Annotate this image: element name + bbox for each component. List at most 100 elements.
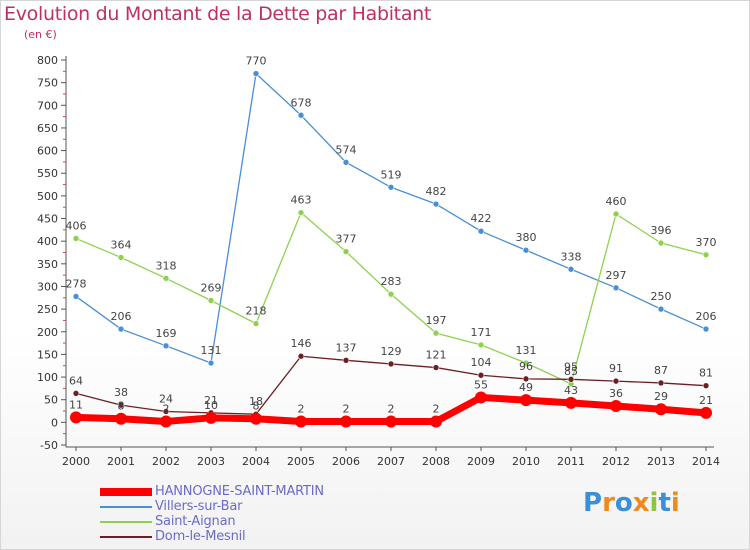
data-label: 18 xyxy=(249,395,263,408)
data-point xyxy=(477,371,485,379)
data-point xyxy=(612,284,620,292)
data-label: 81 xyxy=(699,367,713,380)
data-label: 380 xyxy=(516,231,537,244)
data-point xyxy=(610,400,622,413)
data-point xyxy=(387,290,395,298)
data-label: 169 xyxy=(156,327,177,340)
data-label: 137 xyxy=(336,341,357,354)
data-label: 171 xyxy=(471,326,492,339)
y-tick-label: -50 xyxy=(40,439,58,452)
data-label: 8 xyxy=(118,400,125,413)
logo-letter: t xyxy=(658,488,671,518)
data-label: 422 xyxy=(471,212,492,225)
data-label: 377 xyxy=(336,233,357,246)
data-point xyxy=(117,401,125,409)
data-point xyxy=(252,320,260,327)
logo-letter: P xyxy=(583,488,603,518)
data-label: 283 xyxy=(381,275,402,288)
data-label: 24 xyxy=(159,392,173,405)
data-point xyxy=(522,359,530,367)
y-tick-label: 300 xyxy=(37,280,58,293)
data-point xyxy=(162,408,170,415)
data-point xyxy=(477,227,485,235)
data-point xyxy=(342,356,350,364)
data-point xyxy=(385,415,397,428)
data-point xyxy=(612,377,620,385)
data-label: 574 xyxy=(336,143,357,156)
data-point xyxy=(340,415,352,428)
y-tick-label: 800 xyxy=(37,54,58,67)
y-tick-label: 500 xyxy=(37,190,58,203)
data-label: 218 xyxy=(246,305,267,318)
data-point xyxy=(657,379,665,387)
chart-subtitle: (en €) xyxy=(24,28,57,41)
data-point xyxy=(432,364,440,371)
logo-letter: x xyxy=(632,488,650,518)
data-point xyxy=(207,297,215,304)
data-label: 129 xyxy=(381,345,402,358)
x-tick-label: 2012 xyxy=(602,455,630,468)
data-label: 95 xyxy=(564,360,578,373)
data-point xyxy=(522,246,530,254)
logo-letter: r xyxy=(602,488,615,518)
data-point xyxy=(567,376,575,383)
data-point xyxy=(70,411,82,424)
data-point xyxy=(115,412,127,425)
x-tick-label: 2011 xyxy=(557,455,585,468)
data-label: 104 xyxy=(471,356,492,369)
data-label: 36 xyxy=(609,387,623,400)
line-chart: -50 0 50 100 150 200 250 300 350 400 450 500 550 600 6… xyxy=(37,54,720,468)
data-point xyxy=(612,210,620,218)
data-point xyxy=(252,70,260,77)
y-tick-label: 550 xyxy=(37,167,58,180)
data-point xyxy=(432,329,440,337)
data-label: 250 xyxy=(651,290,672,303)
y-tick-label: 650 xyxy=(37,122,58,135)
x-tick-label: 2010 xyxy=(512,455,540,468)
data-point xyxy=(72,390,80,397)
data-label: 131 xyxy=(516,344,537,357)
logo-letter: i xyxy=(670,488,680,518)
data-label: 87 xyxy=(654,364,668,377)
data-point xyxy=(657,239,665,247)
legend-swatch xyxy=(100,536,152,538)
legend-label: Villers-sur-Bar xyxy=(155,499,243,514)
data-point xyxy=(162,275,170,282)
data-point xyxy=(117,254,125,261)
data-point xyxy=(387,183,395,191)
data-label: 85 xyxy=(564,365,578,378)
data-label: 406 xyxy=(66,219,87,232)
data-point xyxy=(702,382,710,389)
legend-label: HANNOGNE-SAINT-MARTIN xyxy=(155,484,324,499)
data-label: 38 xyxy=(114,386,128,399)
data-point xyxy=(205,411,217,424)
x-tick-label: 2013 xyxy=(647,455,675,468)
data-label: 206 xyxy=(696,310,717,323)
x-tick-label: 2009 xyxy=(467,455,495,468)
data-label: 96 xyxy=(519,360,533,373)
series-line xyxy=(75,211,707,385)
y-tick-label: 450 xyxy=(37,213,58,226)
data-label: 8 xyxy=(253,400,260,413)
proxiti-logo: Proxiti xyxy=(583,488,680,518)
data-point xyxy=(522,375,530,383)
data-point xyxy=(520,394,532,407)
x-tick-label: 2001 xyxy=(107,455,135,468)
y-tick-label: 0 xyxy=(51,416,58,429)
data-point xyxy=(297,111,305,119)
x-tick-label: 2000 xyxy=(62,455,90,468)
y-tick-label: 100 xyxy=(37,371,58,384)
data-label: 91 xyxy=(609,362,623,375)
data-point xyxy=(72,235,80,242)
data-label: 29 xyxy=(654,390,668,403)
data-label: 55 xyxy=(474,378,488,391)
x-tick-label: 2004 xyxy=(242,455,270,468)
data-label: 64 xyxy=(69,374,83,387)
x-tick-label: 2007 xyxy=(377,455,405,468)
y-tick-label: 600 xyxy=(37,145,58,158)
data-point xyxy=(297,209,305,216)
data-point xyxy=(162,342,170,350)
legend-label: Saint-Aignan xyxy=(155,514,236,529)
data-label: 2 xyxy=(433,402,440,415)
data-label: 338 xyxy=(561,250,582,263)
